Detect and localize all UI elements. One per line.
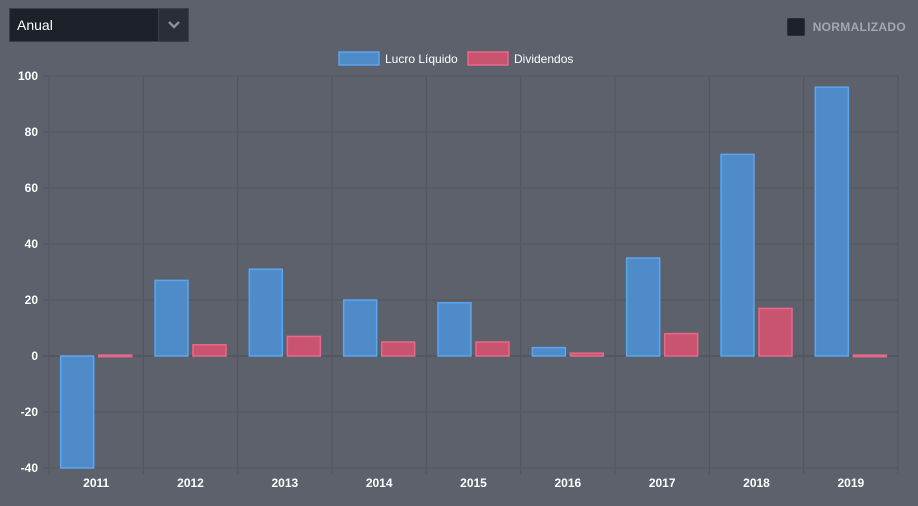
bar-lucro-liquido — [59, 355, 95, 469]
bar-dividendos — [569, 352, 605, 357]
bar-lucro-liquido — [248, 268, 284, 357]
x-tick-label: 2011 — [83, 476, 109, 490]
bar-lucro-liquido — [342, 299, 378, 357]
x-tick-label: 2014 — [366, 476, 393, 490]
y-tick-label: 80 — [25, 125, 39, 139]
y-tick-label: 0 — [31, 349, 38, 363]
bar-dividendos — [192, 344, 227, 357]
y-tick-label: 60 — [25, 181, 39, 195]
y-tick-label: 100 — [18, 69, 38, 83]
x-tick-label: 2015 — [460, 476, 487, 490]
bar-dividendos — [475, 341, 510, 357]
normalize-label: NORMALIZADO — [812, 20, 906, 34]
x-tick-label: 2017 — [649, 476, 676, 490]
x-tick-label: 2016 — [554, 476, 581, 490]
normalize-toggle[interactable]: NORMALIZADO — [786, 18, 906, 36]
x-tick-label: 2019 — [837, 476, 864, 490]
legend-label: Lucro Líquido — [385, 52, 458, 66]
bar-lucro-liquido — [720, 153, 755, 357]
bar-lucro-liquido — [531, 346, 567, 357]
y-tick-label: -40 — [21, 461, 39, 475]
legend-swatch — [338, 51, 380, 66]
y-tick-label: 20 — [25, 293, 39, 307]
x-tick-label: 2013 — [271, 476, 298, 490]
x-tick-label: 2012 — [177, 476, 204, 490]
legend-swatch — [467, 51, 509, 66]
normalize-checkbox[interactable] — [786, 18, 805, 36]
bar-lucro-liquido — [814, 86, 850, 357]
bar-dividendos — [380, 341, 416, 357]
bar-dividendos — [852, 354, 888, 358]
x-tick-label: 2018 — [743, 476, 770, 490]
legend-label: Dividendos — [514, 52, 573, 66]
bar-dividendos — [663, 332, 699, 357]
bar-dividendos — [758, 307, 793, 357]
y-tick-label: 40 — [25, 237, 39, 251]
period-select[interactable]: Anual — [9, 8, 189, 42]
bar-lucro-liquido — [437, 302, 472, 357]
bar-dividendos — [286, 335, 322, 357]
chevron-down-icon[interactable] — [158, 9, 188, 41]
bar-lucro-liquido — [154, 279, 189, 357]
bar-dividendos — [97, 354, 133, 358]
y-tick-label: -20 — [21, 405, 39, 419]
period-select-value: Anual — [17, 17, 53, 33]
bar-lucro-liquido — [625, 257, 661, 357]
